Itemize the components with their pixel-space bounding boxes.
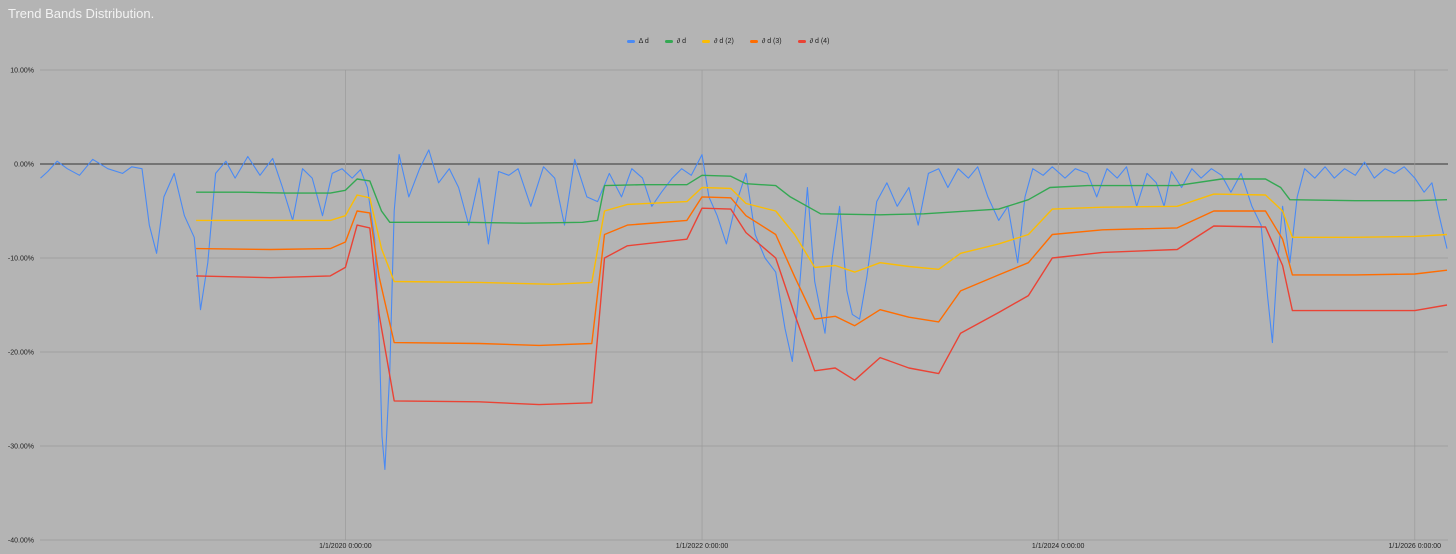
series-line-1	[40, 149, 1448, 471]
y-tick-label: -30.00%	[8, 444, 34, 451]
axis-labels: 10.00% 0.00% -10.00% -20.00% -30.00% -40.00% 1…	[8, 68, 1441, 551]
legend-item[interactable]: ∂ d (3)	[749, 38, 782, 45]
series-line-5	[196, 207, 1448, 406]
series-line-4	[196, 196, 1448, 347]
series-line-2	[196, 174, 1448, 224]
x-tick-label: 1/1/2022 0:00:00	[676, 543, 729, 550]
legend-item[interactable]: Δ d	[626, 38, 649, 45]
grid	[40, 69, 1448, 541]
legend-label: ∂ d (4)	[809, 38, 830, 45]
series-lines	[40, 149, 1448, 471]
x-tick-label: 1/1/2026 0:00:00	[1389, 543, 1442, 550]
legend-label: ∂ d (2)	[714, 38, 734, 45]
legend-item[interactable]: ∂ d (4)	[797, 38, 830, 45]
legend-item[interactable]: ∂ d	[664, 38, 687, 45]
y-tick-label: -40.00%	[8, 538, 34, 545]
y-tick-label: -20.00%	[8, 350, 34, 357]
y-tick-label: 0.00%	[14, 162, 34, 169]
x-tick-label: 1/1/2020 0:00:00	[319, 543, 372, 550]
legend-swatch	[749, 40, 758, 43]
y-tick-label: -10.00%	[8, 256, 34, 263]
chart-title: Trend Bands Distribution.	[8, 6, 155, 21]
y-tick-label: 10.00%	[10, 68, 34, 75]
legend-swatch	[626, 40, 635, 43]
legend-label: ∂ d (3)	[761, 38, 782, 45]
legend-item[interactable]: ∂ d (2)	[702, 38, 734, 45]
legend-label: ∂ d	[676, 38, 687, 45]
chart-legend: Δ d ∂ d ∂ d (2) ∂ d (3) ∂ d (4)	[0, 38, 1456, 45]
legend-swatch	[702, 40, 711, 43]
legend-swatch	[797, 40, 806, 43]
x-tick-label: 1/1/2024 0:00:00	[1032, 543, 1085, 550]
legend-label: Δ d	[638, 38, 649, 45]
series-line-3	[196, 186, 1448, 285]
legend-swatch	[664, 40, 673, 43]
